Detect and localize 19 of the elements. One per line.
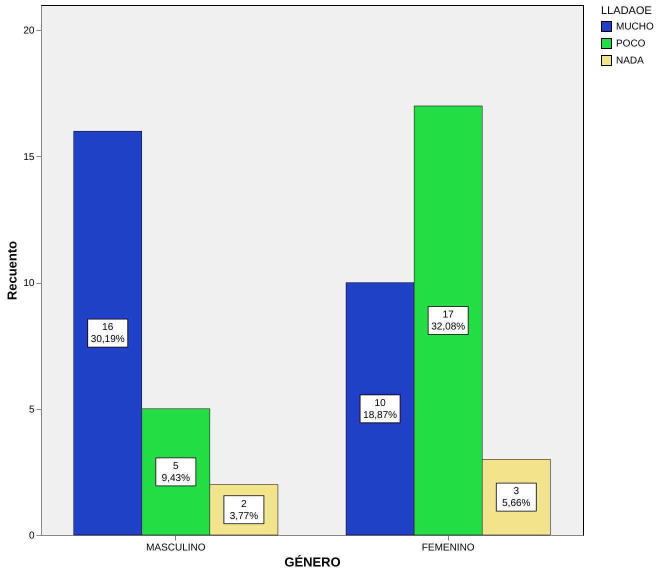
x-tick-label: MASCULINO [146,542,206,554]
y-tick-label: 20 [23,26,35,37]
y-axis-title: Recuento [4,240,20,300]
y-tick-label: 15 [23,152,35,163]
data-label: 17 32,08% [431,309,466,332]
x-axis-title: GÉNERO [284,554,341,570]
data-label: 5 9,43% [162,460,190,484]
data-label: 16 30,19% [90,322,125,346]
legend-label: POCO [616,38,646,50]
legend-label: NADA [616,56,644,66]
y-tick-label: 10 [23,278,35,290]
legend-title: LLADAOE [601,5,652,17]
y-tick-label: 5 [28,404,35,416]
data-label: 3 5,66% [502,486,531,510]
x-tick-label: FEMENINO [422,542,475,554]
legend-label: MUCHO [616,22,654,32]
data-label: 10 18,87% [363,398,398,421]
y-tick-label: 0 [28,530,35,542]
data-label: 2 3,77% [230,498,258,522]
